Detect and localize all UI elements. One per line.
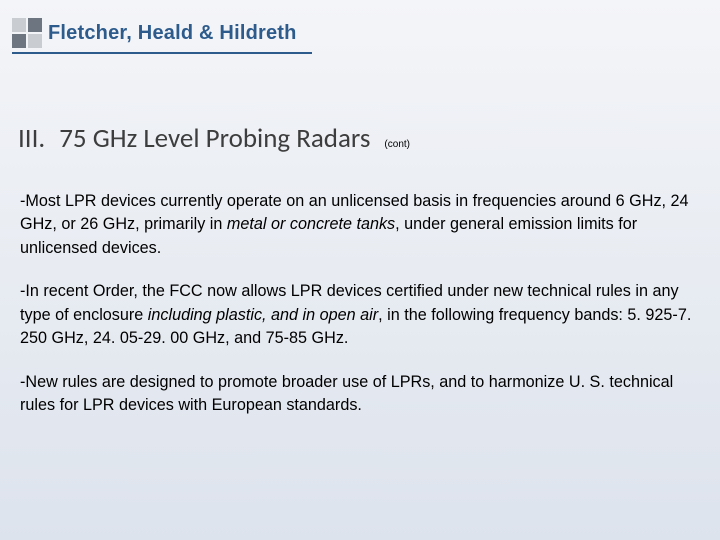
logo-sq-3 <box>12 34 26 48</box>
logo-header: Fletcher, Heald & Hildreth <box>12 18 297 48</box>
p2-em: including plastic, and in open air <box>148 306 378 324</box>
logo-sq-2 <box>28 18 42 32</box>
company-name: Fletcher, Heald & Hildreth <box>48 22 297 45</box>
p1-em: metal or concrete tanks <box>227 215 395 233</box>
heading-number: III. <box>18 122 45 155</box>
paragraph-3: -New rules are designed to promote broad… <box>20 371 692 418</box>
section-heading: III. 75 GHz Level Probing Radars (cont) <box>18 122 410 155</box>
body-text: -Most LPR devices currently operate on a… <box>20 190 692 438</box>
header-rule <box>12 52 312 54</box>
logo-icon <box>12 18 42 48</box>
paragraph-1: -Most LPR devices currently operate on a… <box>20 190 692 260</box>
heading-cont: (cont) <box>384 139 410 150</box>
heading-title: 75 GHz Level Probing Radars <box>59 122 370 155</box>
p3-prefix: -New rules are designed to promote broad… <box>20 373 673 414</box>
logo-sq-4 <box>28 34 42 48</box>
logo-sq-1 <box>12 18 26 32</box>
slide-content: Fletcher, Heald & Hildreth III. 75 GHz L… <box>0 0 720 540</box>
paragraph-2: -In recent Order, the FCC now allows LPR… <box>20 280 692 350</box>
